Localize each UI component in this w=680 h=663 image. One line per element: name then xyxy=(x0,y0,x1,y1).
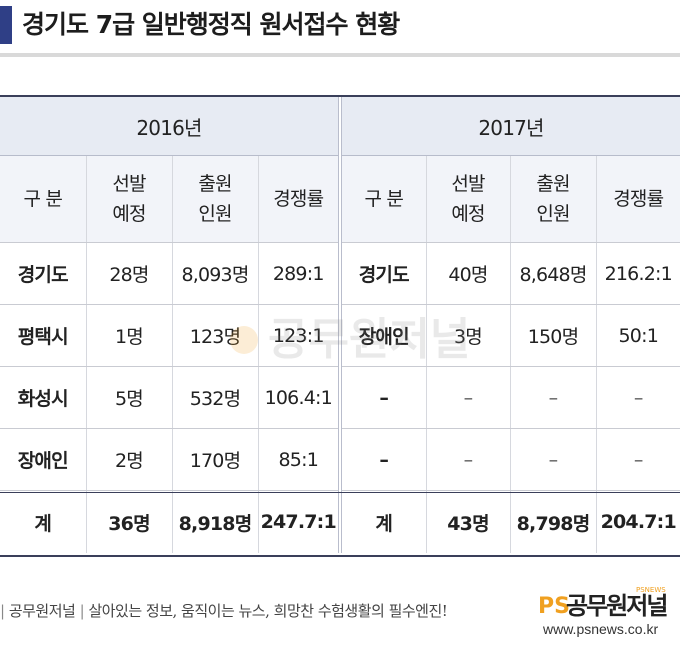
logo-small-text: PSNEWS xyxy=(636,586,666,594)
table-bottom-border xyxy=(0,555,680,557)
ratio-cell: 289:1 xyxy=(258,242,342,305)
applied-cell: – xyxy=(510,366,597,429)
title-bar: 경기도 7급 일반행정직 원서접수 현황 xyxy=(0,0,680,48)
total-row: 계 36명 8,918명 247.7:1 계 43명 8,798명 204.7:… xyxy=(0,490,680,553)
total-row-divider xyxy=(0,492,680,493)
table-row: 장애인 2명 170명 85:1 – – – – xyxy=(0,428,680,491)
region-cell: 경기도 xyxy=(0,242,87,305)
site-url: www.psnews.co.kr xyxy=(543,621,659,637)
applied-cell: 532명 xyxy=(172,366,259,429)
applied-cell: 8,648명 xyxy=(510,242,597,305)
total-ratio-2016: 247.7:1 xyxy=(258,490,342,553)
total-planned-2017: 43명 xyxy=(426,490,511,553)
applied-cell: 170명 xyxy=(172,428,259,491)
planned-header-2016: 선발 예정 xyxy=(86,155,173,243)
planned-cell: 1명 xyxy=(86,304,173,367)
applied-cell: – xyxy=(510,428,597,491)
ratio-cell: 106.4:1 xyxy=(258,366,342,429)
region-cell: – xyxy=(340,428,427,491)
planned-cell: 28명 xyxy=(86,242,173,305)
logo-ps-text: PS xyxy=(538,594,570,619)
year-2017-header: 2017년 xyxy=(340,97,680,156)
logo-name-text: 공무원저널 xyxy=(566,592,667,619)
region-cell: 평택시 xyxy=(0,304,87,367)
total-applied-2017: 8,798명 xyxy=(510,490,597,553)
category-header-2016: 구 분 xyxy=(0,155,87,243)
region-cell: 경기도 xyxy=(340,242,427,305)
application-status-table: 2016년 2017년 구 분 선발 예정 출원 인원 경쟁률 구 분 선발 예정 출… xyxy=(0,97,680,553)
column-header-row: 구 분 선발 예정 출원 인원 경쟁률 구 분 선발 예정 출원 인원 경쟁률 xyxy=(0,155,680,243)
year-header-row: 2016년 2017년 xyxy=(0,97,680,156)
psnews-logo: PS 공무원저널 PSNEWS xyxy=(538,586,669,619)
ratio-cell: – xyxy=(596,428,680,491)
total-applied-2016: 8,918명 xyxy=(172,490,259,553)
footer-slogan: | 공무원저널 | 살아있는 정보, 움직이는 뉴스, 희망찬 수험생활의 필수… xyxy=(0,602,448,620)
planned-cell: 2명 xyxy=(86,428,173,491)
table-top-border xyxy=(0,95,680,97)
total-label-2017: 계 xyxy=(340,490,427,553)
region-cell: 장애인 xyxy=(340,304,427,367)
table-row: 평택시 1명 123명 123:1 장애인 3명 150명 50:1 xyxy=(0,304,680,367)
year-2016-header: 2016년 xyxy=(0,97,342,156)
applied-cell: 150명 xyxy=(510,304,597,367)
ratio-cell: – xyxy=(596,366,680,429)
ratio-cell: 123:1 xyxy=(258,304,342,367)
ratio-cell: 216.2:1 xyxy=(596,242,680,305)
planned-cell: 5명 xyxy=(86,366,173,429)
applied-cell: 123명 xyxy=(172,304,259,367)
ratio-header-2017: 경쟁률 xyxy=(596,155,680,243)
title-divider xyxy=(0,53,680,57)
region-cell: 장애인 xyxy=(0,428,87,491)
total-planned-2016: 36명 xyxy=(86,490,173,553)
planned-cell: 3명 xyxy=(426,304,511,367)
total-ratio-2017: 204.7:1 xyxy=(596,490,680,553)
applied-header-2016: 출원 인원 xyxy=(172,155,259,243)
planned-header-2017: 선발 예정 xyxy=(426,155,511,243)
region-cell: – xyxy=(340,366,427,429)
planned-cell: – xyxy=(426,366,511,429)
ratio-cell: 50:1 xyxy=(596,304,680,367)
title-accent-bar xyxy=(0,6,12,44)
planned-cell: 40명 xyxy=(426,242,511,305)
page-title: 경기도 7급 일반행정직 원서접수 현황 xyxy=(22,10,400,39)
footer-slogan-text: 살아있는 정보, 움직이는 뉴스, 희망찬 수험생활의 필수엔진! xyxy=(88,602,448,620)
footer-brand: 공무원저널 xyxy=(8,602,76,620)
table-row: 화성시 5명 532명 106.4:1 – – – – xyxy=(0,366,680,429)
applied-header-2017: 출원 인원 xyxy=(510,155,597,243)
ratio-header-2016: 경쟁률 xyxy=(258,155,342,243)
total-label-2016: 계 xyxy=(0,490,87,553)
category-header-2017: 구 분 xyxy=(340,155,427,243)
planned-cell: – xyxy=(426,428,511,491)
region-cell: 화성시 xyxy=(0,366,87,429)
table-row: 경기도 28명 8,093명 289:1 경기도 40명 8,648명 216.… xyxy=(0,242,680,305)
applied-cell: 8,093명 xyxy=(172,242,259,305)
ratio-cell: 85:1 xyxy=(258,428,342,491)
